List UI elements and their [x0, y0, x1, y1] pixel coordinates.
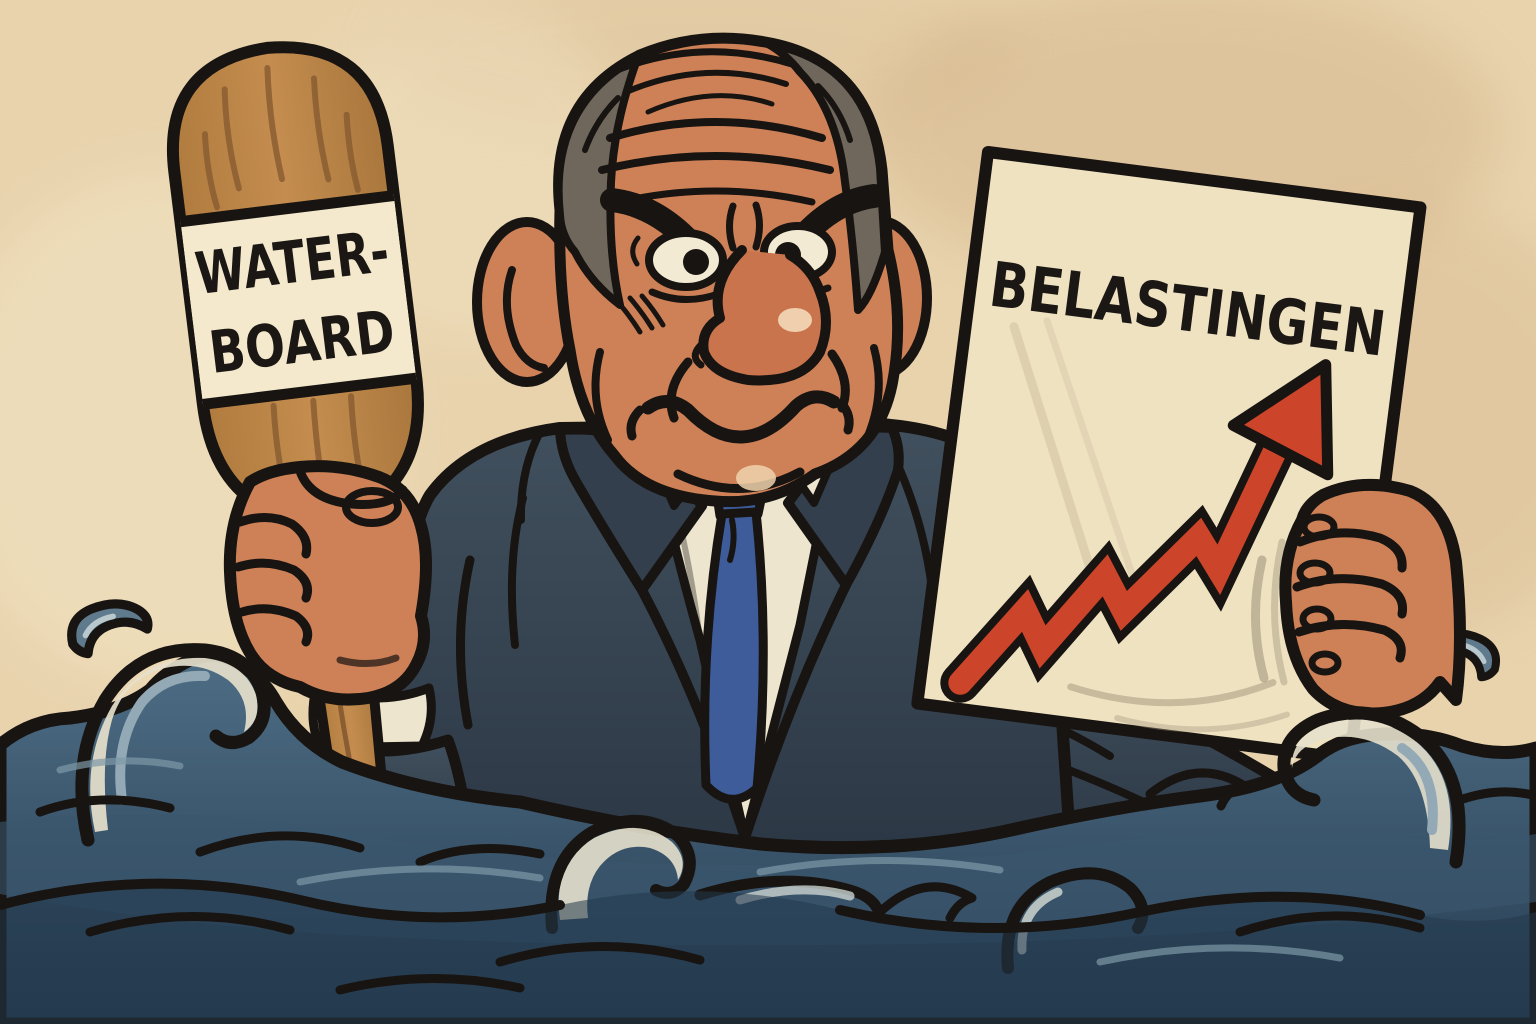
chin-crease [673, 467, 805, 493]
water-waves [0, 643, 1536, 1024]
forehead-wrinkle [606, 118, 826, 142]
arrow-head [1227, 359, 1334, 481]
wave-crest-left [75, 643, 271, 847]
nostril [691, 342, 705, 369]
arrow-shaft [948, 429, 1292, 695]
fingernail [1300, 513, 1338, 541]
nose [698, 245, 831, 386]
frowning-mouth [641, 390, 841, 444]
right-hand [1250, 478, 1466, 720]
fingernail [1308, 650, 1342, 676]
tie-tail [700, 507, 768, 804]
hair-strand [608, 48, 796, 76]
chin-highlight [736, 465, 776, 491]
wave-detail-lines [35, 768, 1536, 995]
wave-crest-right [1277, 706, 1466, 869]
left-fist [223, 460, 432, 706]
thumb-knuckle [342, 487, 402, 527]
hair-right [764, 40, 889, 314]
nose-highlight [778, 308, 812, 332]
fingernail [1299, 605, 1335, 633]
necktie [700, 453, 775, 804]
water-highlights [56, 757, 1344, 966]
fingernail [1296, 559, 1334, 587]
rising-trend-arrow-icon [940, 359, 1334, 703]
head [472, 32, 932, 508]
paddle-sign [169, 188, 428, 412]
left-pupil [683, 249, 709, 275]
sign-band [170, 192, 428, 408]
